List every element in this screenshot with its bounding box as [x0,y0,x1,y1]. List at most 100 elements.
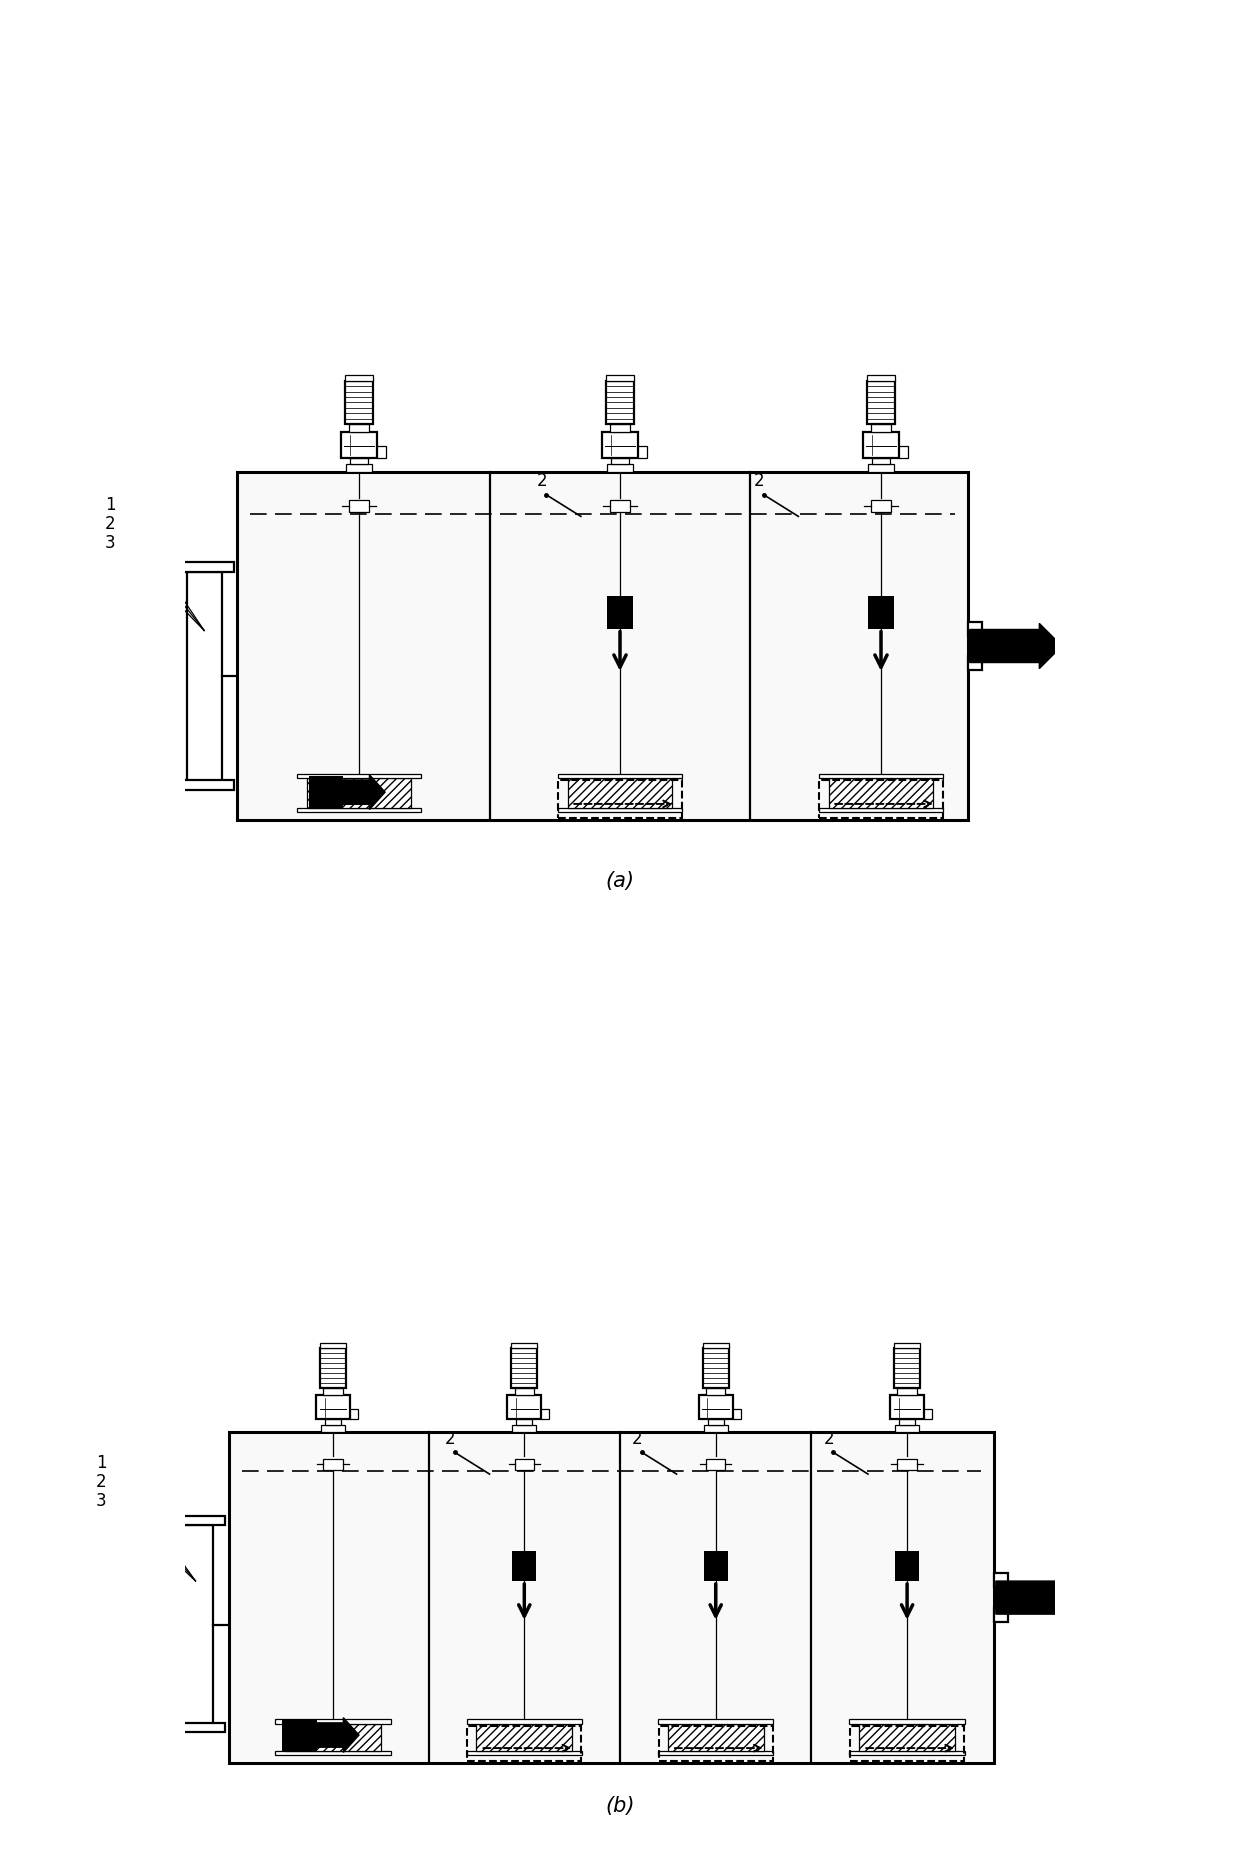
Bar [541,1409,549,1420]
Text: 2: 2 [105,515,115,533]
Bar [606,465,634,472]
Text: 2: 2 [632,1429,642,1447]
Text: 1: 1 [105,496,115,515]
Bar [994,1573,1008,1586]
Bar [558,774,682,777]
Bar [166,1723,224,1733]
Bar [899,1420,915,1425]
Bar [658,1751,774,1755]
Text: (b): (b) [605,1795,635,1816]
Bar [350,1409,357,1420]
Bar [894,1344,920,1348]
FancyArrow shape [970,624,1061,668]
FancyArrow shape [996,1575,1087,1620]
Bar [324,1459,342,1470]
Bar [601,431,639,457]
Bar [703,1425,728,1433]
Bar [894,1348,920,1388]
Bar [899,446,908,457]
Bar [667,1723,764,1751]
Bar [820,774,942,777]
Bar [511,1348,537,1388]
Bar [924,1409,932,1420]
Bar [658,1720,774,1723]
Bar [610,424,630,431]
Bar [706,1388,725,1396]
Text: 2: 2 [537,472,547,491]
Bar [275,1720,391,1723]
Bar [568,777,672,807]
Bar [606,376,634,381]
Bar [228,1433,994,1762]
Bar [515,1388,534,1396]
Bar [606,596,634,629]
Bar [968,657,982,670]
Bar [639,446,647,457]
Bar [324,1388,342,1396]
Bar [872,457,889,465]
Bar [828,777,934,807]
Bar [895,1425,919,1433]
Bar [733,1409,740,1420]
Bar [298,807,420,813]
Bar [285,1723,381,1751]
Text: 2: 2 [823,1429,835,1447]
Bar [516,1420,532,1425]
Bar [187,572,222,781]
Text: 2: 2 [754,472,765,491]
Bar [859,1723,955,1751]
Bar [898,1459,916,1470]
Bar [346,465,372,472]
FancyArrow shape [315,776,386,809]
Bar [507,1396,541,1420]
Bar [703,1348,729,1388]
Bar [868,596,894,629]
Text: 3: 3 [105,535,115,552]
Bar [849,1751,965,1755]
Bar [179,1525,213,1723]
Bar [515,1459,534,1470]
Bar [511,1344,537,1348]
Bar [309,777,343,807]
Bar [306,777,412,807]
Bar [558,807,682,813]
Bar [316,1396,350,1420]
Bar [610,500,630,513]
Bar [345,381,373,424]
Bar [699,1396,733,1420]
Text: 2: 2 [95,1473,107,1490]
Bar [298,774,420,777]
Bar [166,1516,224,1525]
Text: 1: 1 [95,1453,107,1472]
Bar [863,431,899,457]
Bar [345,376,373,381]
Bar [606,381,634,424]
Bar [321,1425,345,1433]
Bar [849,1720,965,1723]
FancyArrow shape [289,1718,360,1753]
Text: (a): (a) [605,870,635,890]
Bar [476,1723,573,1751]
Bar [994,1609,1008,1621]
Bar [348,424,370,431]
Bar [325,1420,341,1425]
Bar [320,1344,346,1348]
Bar [175,563,233,572]
Bar [611,457,629,465]
Bar [320,1348,346,1388]
Bar [895,1551,919,1581]
Bar [870,500,892,513]
Text: 3: 3 [95,1492,107,1510]
Bar [868,465,894,472]
Bar [348,500,370,513]
Bar [466,1720,582,1723]
Text: 2: 2 [445,1429,455,1447]
Bar [351,457,368,465]
Bar [968,622,982,635]
Bar [283,1720,317,1751]
Bar [706,1459,725,1470]
Bar [512,1425,537,1433]
Bar [867,376,895,381]
Bar [341,431,377,457]
Bar [175,779,233,790]
